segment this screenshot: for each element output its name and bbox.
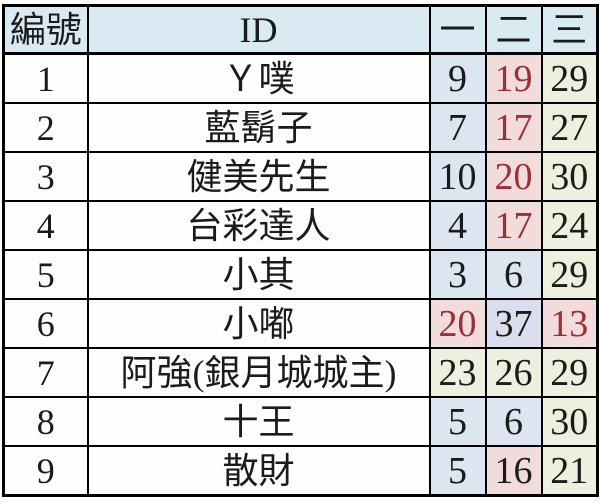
column-header-c2: 二	[484, 4, 543, 55]
table-row: 4 台彩達人 4 17 24	[2, 200, 599, 251]
player-id-cell: 小其	[86, 249, 431, 300]
row-number-cell: 7	[2, 347, 89, 398]
header-row: 編號 ID 一二三	[2, 4, 599, 55]
score-cell-day3: 21	[540, 445, 599, 497]
score-cell-day2: 17	[484, 200, 543, 251]
score-cell-day3: 30	[540, 396, 599, 447]
row-number-cell: 4	[2, 200, 89, 251]
score-cell-day2: 26	[484, 347, 543, 398]
row-number-cell: 1	[2, 52, 89, 104]
row-number-cell: 9	[2, 445, 89, 497]
score-cell-day1: 3	[428, 249, 487, 300]
score-cell-day2: 6	[484, 249, 543, 300]
table-row: 5 小其 3 6 29	[2, 249, 599, 300]
column-header-id: ID	[86, 4, 431, 55]
row-number-cell: 5	[2, 249, 89, 300]
table-body: 1 Ｙ噗 9 19 29 2 藍鬍子 7 17 27 3 健美先生 10 20 30 4 台彩達人 4 17 24 5 小…	[2, 52, 599, 497]
row-number-cell: 8	[2, 396, 89, 447]
score-cell-day3: 13	[540, 298, 599, 349]
player-id-cell: 健美先生	[86, 151, 431, 202]
score-cell-day3: 30	[540, 151, 599, 202]
table-row: 2 藍鬍子 7 17 27	[2, 102, 599, 153]
score-cell-day3: 29	[540, 347, 599, 398]
table-row: 3 健美先生 10 20 30	[2, 151, 599, 202]
column-header-c1: 一	[428, 4, 487, 55]
table-row: 6 小嘟 20 37 13	[2, 298, 599, 349]
score-cell-day2: 17	[484, 102, 543, 153]
player-id-cell: 散財	[86, 445, 431, 497]
score-cell-day2: 19	[484, 52, 543, 104]
table-row: 1 Ｙ噗 9 19 29	[2, 52, 599, 104]
score-cell-day1: 23	[428, 347, 487, 398]
player-id-cell: 台彩達人	[86, 200, 431, 251]
score-cell-day1: 7	[428, 102, 487, 153]
table-row: 8 十王 5 6 30	[2, 396, 599, 447]
score-table: 編號 ID 一二三 1 Ｙ噗 9 19 29 2 藍鬍子 7 17 27 3 健美先生 10 20 30 4 台彩達…	[2, 4, 599, 497]
score-cell-day2: 6	[484, 396, 543, 447]
score-cell-day1: 4	[428, 200, 487, 251]
player-id-cell: 阿強(銀月城城主)	[86, 347, 431, 398]
score-cell-day1: 9	[428, 52, 487, 104]
column-header-num: 編號	[2, 4, 89, 55]
player-id-cell: Ｙ噗	[86, 52, 431, 104]
score-cell-day1: 10	[428, 151, 487, 202]
score-cell-day1: 20	[428, 298, 487, 349]
score-cell-day2: 37	[484, 298, 543, 349]
score-cell-day2: 20	[484, 151, 543, 202]
row-number-cell: 3	[2, 151, 89, 202]
table-row: 9 散財 5 16 21	[2, 445, 599, 497]
score-cell-day3: 24	[540, 200, 599, 251]
row-number-cell: 2	[2, 102, 89, 153]
column-header-c3: 三	[540, 4, 599, 55]
score-cell-day3: 27	[540, 102, 599, 153]
player-id-cell: 小嘟	[86, 298, 431, 349]
table-row: 7 阿強(銀月城城主) 23 26 29	[2, 347, 599, 398]
score-cell-day2: 16	[484, 445, 543, 497]
score-cell-day1: 5	[428, 396, 487, 447]
player-id-cell: 藍鬍子	[86, 102, 431, 153]
score-cell-day3: 29	[540, 52, 599, 104]
score-cell-day3: 29	[540, 249, 599, 300]
row-number-cell: 6	[2, 298, 89, 349]
score-cell-day1: 5	[428, 445, 487, 497]
player-id-cell: 十王	[86, 396, 431, 447]
